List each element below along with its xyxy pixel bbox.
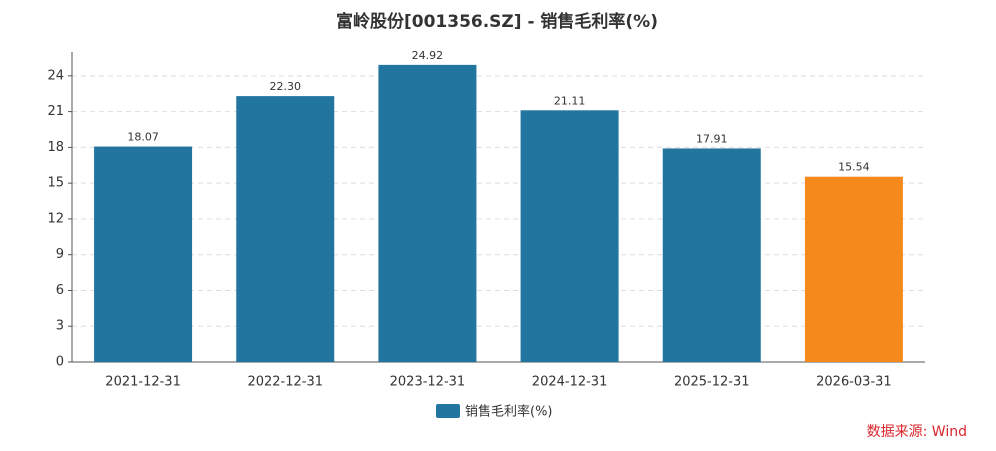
y-tick-label: 18 [47, 140, 64, 155]
x-tick-label: 2023-12-31 [390, 375, 466, 390]
y-tick-label: 15 [47, 176, 64, 191]
y-tick-label: 12 [47, 211, 64, 226]
x-tick-label: 2021-12-31 [105, 375, 181, 390]
legend-swatch [436, 404, 460, 418]
x-tick-label: 2025-12-31 [674, 375, 750, 390]
bar [520, 110, 619, 362]
y-tick-label: 24 [47, 68, 64, 83]
y-tick-label: 0 [56, 355, 64, 370]
legend-label: 销售毛利率(%) [465, 404, 553, 420]
value-label: 24.92 [412, 49, 444, 62]
x-tick-label: 2022-12-31 [247, 375, 323, 390]
value-label: 15.54 [838, 161, 870, 174]
bar [236, 96, 335, 362]
y-tick-label: 3 [56, 319, 64, 334]
x-tick-label: 2026-03-31 [816, 375, 892, 390]
bar [378, 64, 477, 362]
chart-title: 富岭股份[001356.SZ] - 销售毛利率(%) [336, 11, 658, 32]
x-tick-label: 2024-12-31 [532, 375, 608, 390]
y-tick-label: 21 [47, 104, 64, 119]
bar [662, 148, 761, 362]
source-note: 数据来源: Wind [867, 424, 967, 440]
value-label: 22.30 [270, 80, 302, 93]
y-tick-label: 9 [56, 247, 64, 262]
value-label: 17.91 [696, 132, 728, 145]
y-tick-label: 6 [56, 283, 64, 298]
bar [804, 176, 903, 362]
bar [94, 146, 193, 362]
value-label: 21.11 [554, 94, 586, 107]
value-label: 18.07 [127, 131, 159, 144]
